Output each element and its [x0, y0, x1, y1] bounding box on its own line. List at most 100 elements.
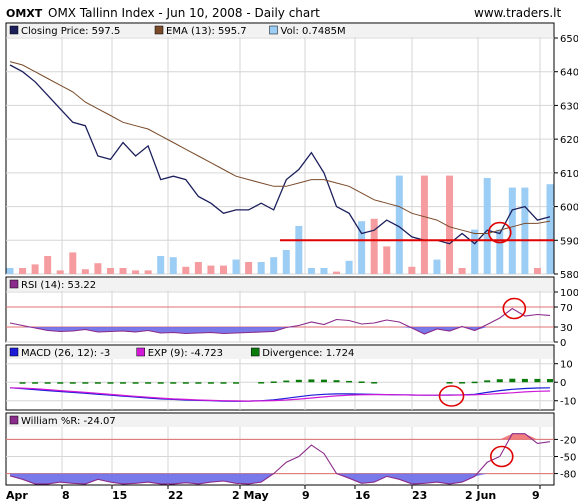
exp-line	[9, 387, 551, 402]
annotation-circle	[489, 445, 514, 468]
y-tick-label: 10	[560, 360, 573, 371]
volume-bar	[370, 218, 378, 274]
panels: 580 590 600 610 620 630 640 650 Closing Price: 5…	[5, 22, 578, 489]
volume-bar	[31, 264, 39, 274]
y-tick-label: 0	[560, 338, 566, 349]
y-tick-label: 610	[560, 169, 578, 180]
y-tick-label: 590	[560, 236, 578, 247]
volume-bar	[81, 269, 89, 274]
divergence-bar	[57, 382, 64, 384]
divergence-bar	[32, 382, 39, 384]
divergence-bar	[207, 382, 214, 384]
volume-bar	[408, 266, 416, 274]
source-label: www.traders.lt	[474, 6, 561, 20]
y-tick-label: 0	[560, 378, 566, 389]
volume-bar	[257, 262, 265, 274]
divergence-bar	[145, 382, 152, 384]
divergence-bar	[295, 379, 302, 383]
volume-bar	[132, 270, 140, 274]
volume-bar	[395, 175, 403, 274]
chart-title: OMX Tallinn Index - Jun 10, 2008 - Daily…	[48, 6, 320, 20]
volume-bar	[320, 268, 328, 274]
volume-bar	[207, 265, 215, 274]
legend-swatch	[9, 347, 19, 357]
divergence-bar	[120, 382, 127, 384]
divergence-bar	[459, 382, 466, 384]
x-tick-label: 2 May	[232, 489, 269, 502]
panel-frame	[5, 22, 555, 275]
divergence-bar	[233, 382, 240, 384]
volume-bar	[546, 184, 554, 274]
divergence-bar	[371, 382, 378, 384]
x-tick-label: 23	[412, 489, 427, 502]
y-tick-label: 600	[560, 203, 578, 214]
volume-bar	[508, 187, 516, 274]
y-tick-label: -20	[560, 435, 576, 446]
panel-macd: -10 0 10 MACD (26, 12): -3 EXP (9): -4.723 Di…	[5, 344, 576, 411]
annotation-circle	[502, 297, 527, 320]
volume-bar	[157, 256, 165, 274]
legend-bar	[7, 414, 553, 427]
y-tick-label: 580	[560, 270, 578, 281]
volume-bar	[333, 271, 341, 274]
volume-bar	[358, 221, 366, 274]
x-tick-label: 22	[168, 489, 183, 502]
divergence-bar	[471, 381, 478, 384]
volume-bar	[56, 270, 64, 274]
volume-bar	[69, 252, 77, 274]
y-tick-label: 100	[560, 288, 578, 299]
volume-bar	[282, 250, 290, 274]
x-tick-label: Apr	[6, 489, 28, 502]
divergence-bar	[358, 381, 365, 383]
divergence-bar	[44, 382, 51, 384]
panel-williams: -80 -50 -20 William %R: -24.07	[5, 412, 576, 486]
divergence-bar	[82, 382, 89, 384]
volume-bar	[194, 262, 202, 274]
divergence-bar	[446, 382, 453, 384]
legend-swatch	[269, 25, 278, 35]
volume-bar	[232, 259, 240, 274]
volume-bar	[19, 268, 27, 274]
y-tick-label: 630	[560, 101, 578, 112]
divergence-bar	[195, 382, 202, 384]
volume-bar	[521, 187, 529, 274]
volume-bar	[295, 226, 303, 274]
x-tick-label: 2 Jun	[465, 489, 496, 502]
volume-bar	[307, 268, 315, 274]
divergence-bar	[182, 382, 189, 384]
x-axis: Apr 8 15 22 2 May 9 16 23 2 Jun 9	[6, 489, 540, 502]
y-tick-label: 640	[560, 68, 578, 79]
divergence-bar	[220, 382, 227, 384]
x-tick-label: 9	[302, 489, 310, 502]
volume-bar	[182, 266, 190, 274]
x-tick-label: 16	[355, 489, 371, 502]
x-tick-label: 9	[532, 489, 540, 502]
volume-bar	[383, 246, 391, 274]
volume-bar	[245, 262, 253, 274]
volume-bar	[483, 178, 491, 274]
divergence-bar	[521, 378, 528, 383]
volume-bar	[345, 260, 353, 274]
williams-line	[9, 433, 551, 485]
divergence-bar	[170, 382, 177, 384]
volume-bar	[270, 257, 278, 274]
volume-bar	[533, 268, 541, 274]
volume-bar	[44, 256, 52, 274]
legend-label: William %R: -24.07	[21, 416, 116, 427]
volume-bar	[471, 229, 479, 274]
volume-bar	[433, 259, 441, 274]
volume-bar	[420, 175, 428, 274]
divergence-bar	[283, 380, 290, 383]
legend-label: EMA (13): 595.7	[166, 26, 247, 37]
close-price-line	[9, 64, 551, 245]
divergence-bar	[509, 378, 516, 383]
symbol-label: OMXT	[6, 7, 43, 20]
legend-swatch	[136, 347, 145, 357]
legend-swatch	[154, 25, 164, 35]
legend-swatch	[9, 279, 19, 289]
divergence-bar	[19, 382, 26, 384]
volume-bar	[496, 229, 504, 274]
volume-bar	[169, 257, 177, 274]
y-tick-label: 30	[560, 323, 573, 334]
divergence-bar	[157, 382, 164, 384]
